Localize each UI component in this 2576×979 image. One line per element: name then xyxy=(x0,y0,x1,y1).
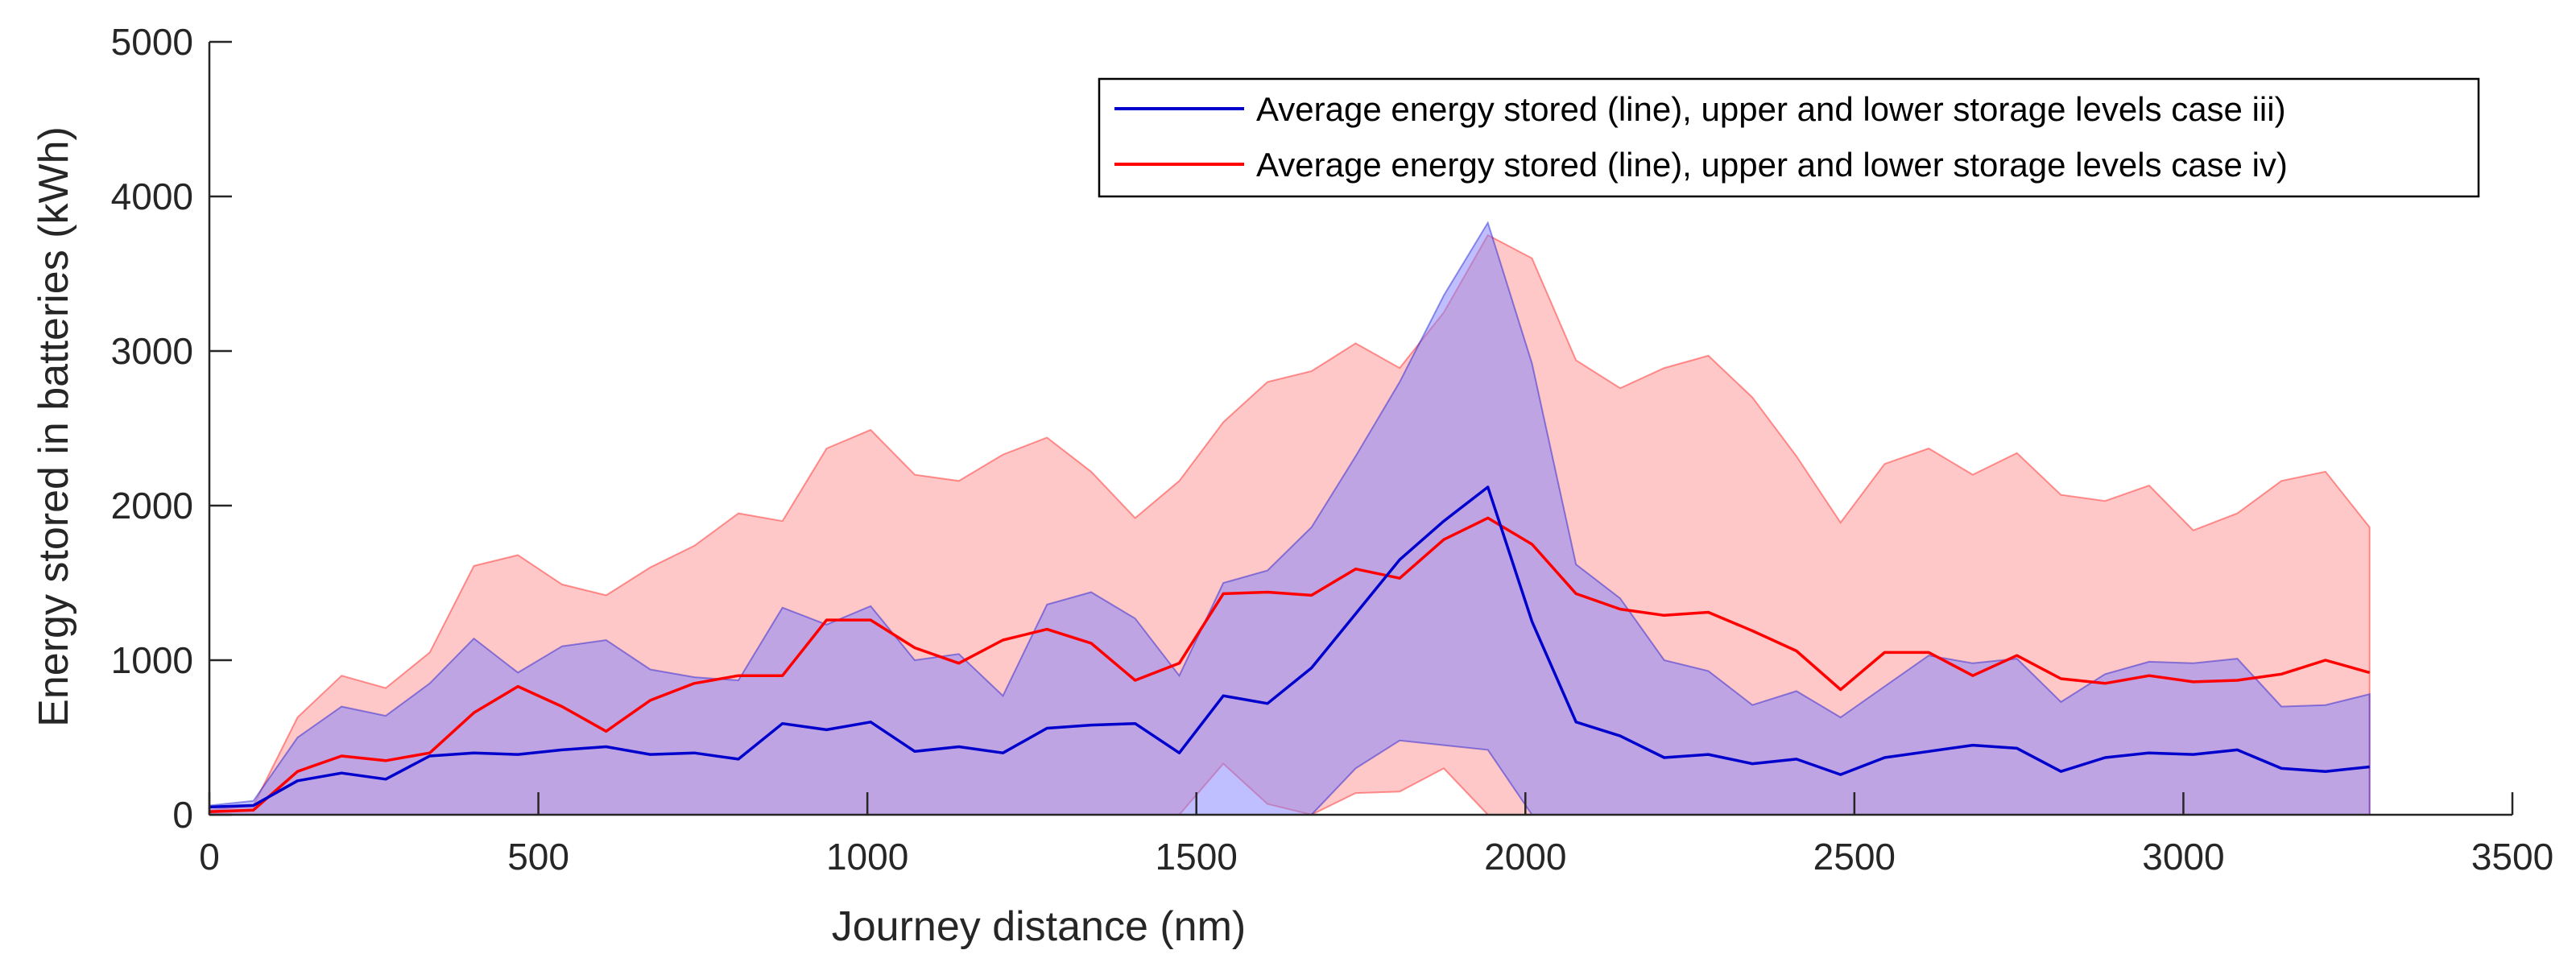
x-tick-label: 1500 xyxy=(1156,836,1238,878)
y-tick-label: 4000 xyxy=(111,176,193,217)
y-tick-label: 2000 xyxy=(111,485,193,527)
x-tick-label: 3500 xyxy=(2471,836,2553,878)
legend-box xyxy=(1098,77,2480,198)
x-tick-label: 3000 xyxy=(2142,836,2224,878)
y-tick-label: 1000 xyxy=(111,639,193,681)
axes xyxy=(208,42,2512,816)
x-tick-label: 1000 xyxy=(826,836,908,878)
y-tick-label: 5000 xyxy=(111,21,193,63)
band-layer xyxy=(209,221,2371,816)
mean-line-case-iv xyxy=(209,516,2371,813)
x-tick-label: 2500 xyxy=(1813,836,1896,878)
y-axis-title: Energy stored in batteries (kWh) xyxy=(31,126,77,727)
x-tick-label: 2000 xyxy=(1484,836,1566,878)
mean-line-case-iii xyxy=(209,485,2370,809)
legend-label-case-iv: Average energy stored (line), upper and … xyxy=(1256,146,2288,184)
line-layer xyxy=(209,485,2371,813)
x-tick-label: 500 xyxy=(507,836,569,878)
legend-label-case-iii: Average energy stored (line), upper and … xyxy=(1256,90,2286,128)
y-tick-label: 0 xyxy=(172,794,193,836)
tick-layer: 0 500 1000 1500 2000 2500 3000 3500 0 1000 2000 300… xyxy=(111,21,2554,878)
legend: Average energy stored (line), upper and … xyxy=(1098,77,2480,198)
x-tick-label: 0 xyxy=(199,836,220,878)
y-tick-label: 3000 xyxy=(111,330,193,372)
x-axis-title: Journey distance (nm) xyxy=(832,903,1246,950)
